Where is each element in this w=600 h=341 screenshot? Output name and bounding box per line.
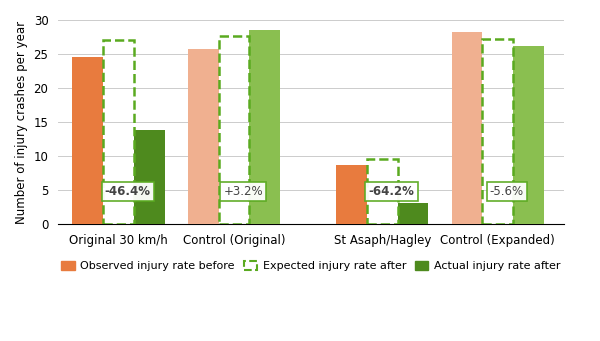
- Bar: [482, 39, 513, 224]
- Bar: [103, 40, 134, 224]
- Text: -46.4%: -46.4%: [105, 185, 151, 198]
- Legend: Observed injury rate before, Expected injury rate after, Actual injury rate afte: Observed injury rate before, Expected in…: [57, 256, 565, 276]
- Bar: [188, 49, 218, 224]
- Bar: [452, 32, 482, 224]
- Bar: [250, 30, 280, 224]
- Bar: [73, 57, 103, 224]
- Bar: [398, 203, 428, 224]
- Bar: [134, 130, 165, 224]
- Bar: [367, 159, 398, 224]
- Text: -64.2%: -64.2%: [368, 185, 415, 198]
- Bar: [218, 36, 250, 224]
- Text: +3.2%: +3.2%: [223, 185, 263, 198]
- Bar: [513, 46, 544, 224]
- Bar: [336, 165, 367, 224]
- Text: -5.6%: -5.6%: [490, 185, 524, 198]
- Y-axis label: Number of injury crashes per year: Number of injury crashes per year: [15, 20, 28, 224]
